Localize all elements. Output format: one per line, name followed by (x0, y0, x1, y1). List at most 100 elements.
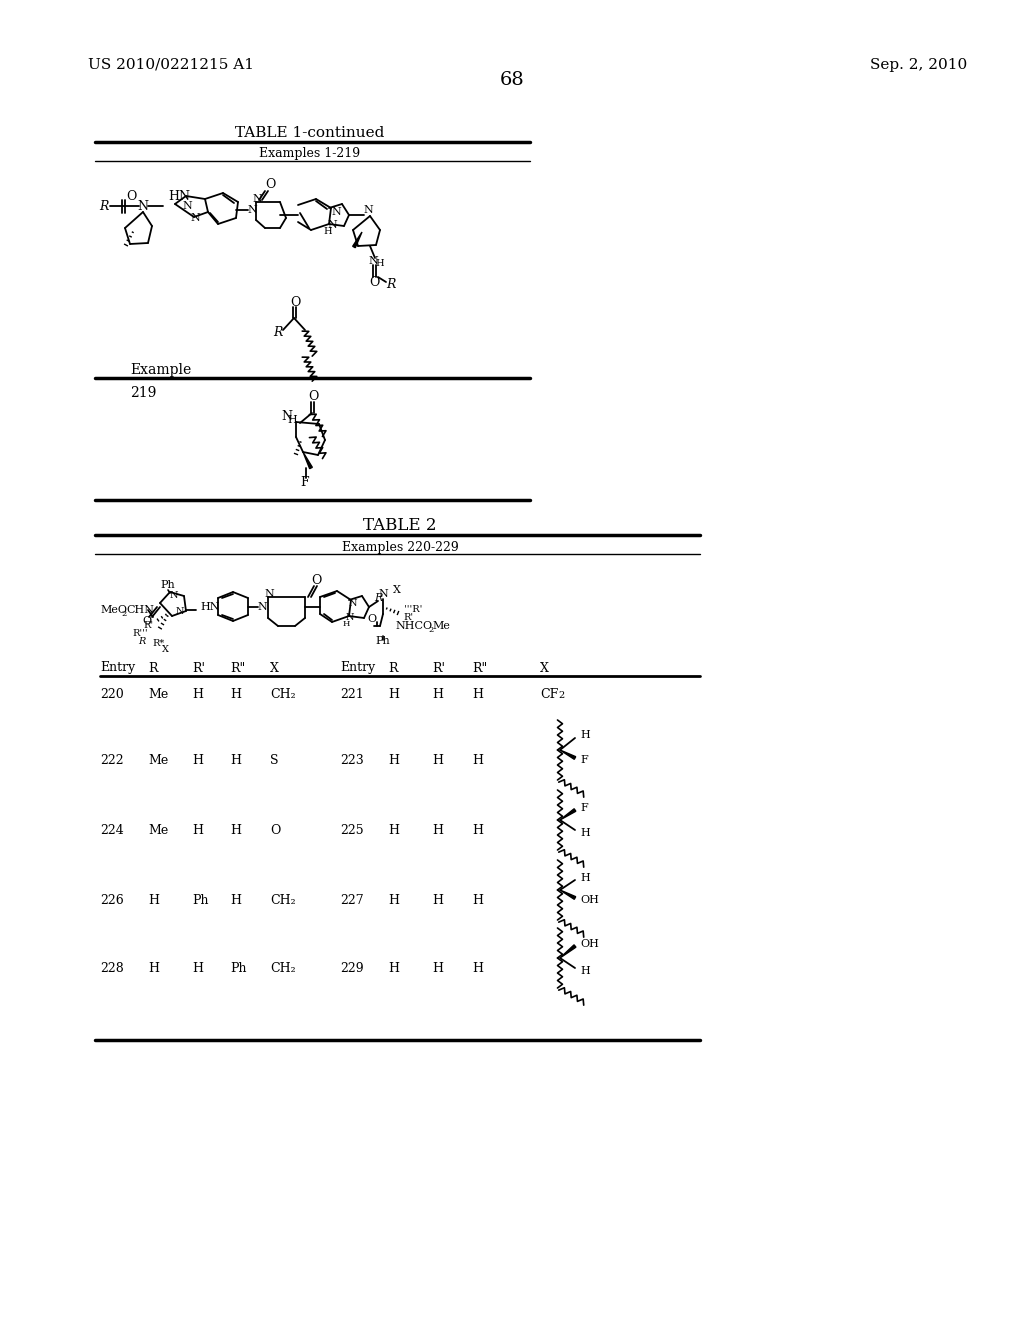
Text: F: F (301, 475, 309, 488)
Text: R: R (148, 661, 158, 675)
Text: H: H (472, 688, 483, 701)
Text: R: R (99, 199, 109, 213)
Text: MeO: MeO (100, 605, 127, 615)
Text: N: N (170, 591, 178, 601)
Text: N: N (346, 612, 354, 622)
Text: 226: 226 (100, 894, 124, 907)
Text: Ph: Ph (193, 894, 209, 907)
Text: H: H (388, 688, 399, 701)
Text: Ph: Ph (376, 636, 390, 645)
Text: N: N (368, 256, 378, 267)
Text: Entry: Entry (100, 661, 135, 675)
Text: CF: CF (540, 688, 558, 701)
Text: Me: Me (148, 824, 168, 837)
Text: 221: 221 (340, 688, 364, 701)
Text: R: R (388, 661, 397, 675)
Text: 2: 2 (558, 692, 564, 701)
Text: N: N (137, 199, 148, 213)
Text: CH₂: CH₂ (270, 894, 296, 907)
Polygon shape (303, 451, 312, 469)
Text: 225: 225 (340, 824, 364, 837)
Text: O: O (290, 296, 300, 309)
Text: H: H (580, 873, 590, 883)
Text: R: R (138, 638, 145, 647)
Text: H: H (432, 824, 443, 837)
Text: H: H (287, 414, 297, 425)
Text: S: S (270, 754, 279, 767)
Text: R': R' (403, 614, 413, 623)
Text: 68: 68 (500, 71, 524, 88)
Text: H: H (230, 688, 241, 701)
Text: R: R (273, 326, 283, 338)
Text: H: H (193, 754, 203, 767)
Text: N: N (327, 220, 337, 230)
Text: N: N (182, 201, 191, 211)
Text: H: H (230, 754, 241, 767)
Text: Me: Me (432, 620, 450, 631)
Text: H: H (230, 894, 241, 907)
Text: N: N (264, 589, 273, 599)
Text: HN: HN (168, 190, 190, 202)
Text: X: X (393, 585, 401, 595)
Polygon shape (560, 809, 575, 820)
Text: H: H (342, 620, 349, 628)
Text: R*: R* (152, 639, 164, 648)
Text: 220: 220 (100, 688, 124, 701)
Text: X: X (540, 661, 549, 675)
Text: US 2010/0221215 A1: US 2010/0221215 A1 (88, 58, 254, 73)
Text: 224: 224 (100, 824, 124, 837)
Text: H: H (388, 894, 399, 907)
Text: Examples 220-229: Examples 220-229 (342, 540, 459, 553)
Text: N: N (257, 602, 267, 612)
Text: H: H (376, 259, 384, 268)
Text: H: H (388, 824, 399, 837)
Text: 2: 2 (428, 626, 433, 634)
Text: H: H (148, 961, 159, 974)
Text: N: N (176, 607, 184, 616)
Text: F: F (580, 755, 588, 766)
Text: N: N (364, 205, 373, 215)
Text: O: O (265, 178, 275, 191)
Text: O: O (126, 190, 136, 203)
Text: N: N (282, 409, 293, 422)
Text: OH: OH (580, 895, 599, 906)
Text: R': R' (193, 661, 205, 675)
Text: 223: 223 (340, 754, 364, 767)
Text: X: X (270, 661, 279, 675)
Text: H: H (193, 961, 203, 974)
Text: TABLE 1-continued: TABLE 1-continued (236, 125, 385, 140)
Text: 222: 222 (100, 754, 124, 767)
Text: N: N (247, 205, 257, 215)
Text: R: R (386, 277, 395, 290)
Text: 228: 228 (100, 961, 124, 974)
Text: N: N (378, 589, 388, 599)
Text: H: H (432, 961, 443, 974)
Polygon shape (560, 750, 575, 759)
Text: H: H (580, 966, 590, 975)
Polygon shape (560, 890, 575, 899)
Text: O: O (368, 614, 377, 624)
Text: R": R" (472, 661, 487, 675)
Text: H: H (432, 754, 443, 767)
Text: 2: 2 (121, 610, 126, 618)
Text: CHN: CHN (126, 605, 154, 615)
Text: F: F (580, 803, 588, 813)
Text: Me: Me (148, 688, 168, 701)
Text: 229: 229 (340, 961, 364, 974)
Text: H: H (193, 688, 203, 701)
Text: H: H (580, 730, 590, 741)
Text: H: H (472, 824, 483, 837)
Text: R': R' (432, 661, 445, 675)
Text: Example: Example (130, 363, 191, 378)
Text: N: N (190, 213, 200, 223)
Text: O: O (311, 573, 322, 586)
Text: NHCO: NHCO (395, 620, 432, 631)
Text: H: H (432, 894, 443, 907)
Text: R': R' (143, 622, 153, 631)
Text: Examples 1-219: Examples 1-219 (259, 148, 360, 161)
Text: TABLE 2: TABLE 2 (364, 516, 437, 533)
Text: O: O (369, 276, 379, 289)
Text: R": R" (230, 661, 246, 675)
Text: O: O (308, 391, 318, 404)
Text: OH: OH (580, 939, 599, 949)
